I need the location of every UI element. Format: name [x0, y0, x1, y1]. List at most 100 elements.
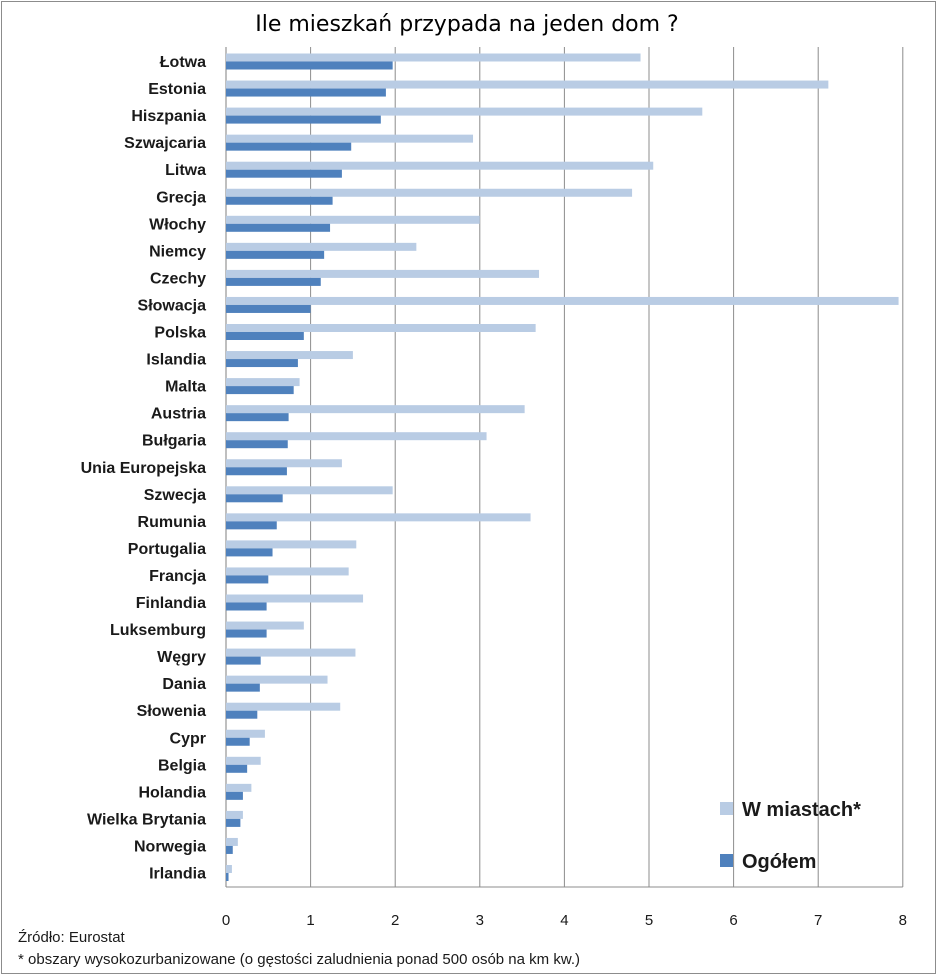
- category-label: Francja: [149, 568, 206, 585]
- bar-ogolem: [226, 764, 248, 773]
- bar-ogolem: [226, 359, 298, 368]
- category-label: Rumunia: [138, 514, 207, 531]
- x-tick-label: 8: [899, 912, 907, 929]
- legend-label-w-miastach: W miastach*: [742, 799, 861, 821]
- bar-ogolem: [226, 548, 273, 557]
- category-label: Luksemburg: [110, 622, 206, 639]
- bar-ogolem: [226, 845, 233, 854]
- category-label: Estonia: [148, 81, 206, 98]
- category-label: Hiszpania: [131, 108, 206, 125]
- source-note: Źródło: Eurostat: [18, 929, 126, 946]
- legend-swatch-ogolem: [720, 854, 733, 867]
- category-label: Słowacja: [138, 297, 207, 314]
- bar-ogolem: [226, 332, 304, 340]
- bar-ogolem: [226, 196, 333, 205]
- x-tick-label: 5: [645, 912, 653, 929]
- bar-w-miastach: [226, 107, 703, 116]
- x-tick-label: 0: [222, 912, 230, 929]
- chart-title: Ile mieszkań przypada na jeden dom ?: [255, 12, 678, 37]
- bar-w-miastach: [226, 486, 393, 495]
- x-tick-label: 3: [476, 912, 484, 929]
- category-label: Niemcy: [149, 243, 206, 260]
- bar-w-miastach: [226, 188, 633, 197]
- bar-ogolem: [226, 115, 381, 124]
- category-label: Dania: [162, 676, 206, 693]
- bar-ogolem: [226, 791, 243, 800]
- bar-w-miastach: [226, 513, 531, 522]
- x-tick-label: 1: [306, 912, 314, 929]
- bar-w-miastach: [226, 540, 357, 549]
- category-label: Bułgaria: [142, 433, 206, 450]
- bar-ogolem: [226, 169, 342, 178]
- bar-w-miastach: [226, 675, 328, 684]
- x-tick-label: 7: [814, 912, 822, 929]
- bar-w-miastach: [226, 351, 353, 360]
- x-tick-label: 2: [391, 912, 399, 929]
- category-label: Norwegia: [134, 838, 206, 855]
- bar-w-miastach: [226, 621, 304, 630]
- category-label: Cypr: [170, 730, 206, 747]
- bar-ogolem: [226, 88, 386, 97]
- bar-ogolem: [226, 440, 288, 449]
- category-label: Polska: [154, 325, 206, 342]
- bar-w-miastach: [226, 648, 356, 657]
- category-label: Szwajcaria: [124, 135, 206, 152]
- bar-w-miastach: [226, 837, 238, 846]
- bar-w-miastach: [226, 865, 232, 873]
- bar-w-miastach: [226, 324, 536, 332]
- bar-w-miastach: [226, 269, 540, 278]
- category-label: Węgry: [157, 649, 206, 666]
- bar-ogolem: [226, 710, 258, 719]
- bar-ogolem: [226, 467, 287, 476]
- category-label: Islandia: [146, 352, 206, 369]
- bar-w-miastach: [226, 215, 480, 224]
- bar-ogolem: [226, 737, 250, 746]
- category-label: Łotwa: [160, 54, 206, 71]
- category-label: Finlandia: [136, 595, 206, 612]
- category-label: Malta: [165, 379, 206, 396]
- bar-ogolem: [226, 629, 267, 638]
- bar-ogolem: [226, 61, 393, 70]
- category-label: Słowenia: [137, 703, 206, 720]
- bar-ogolem: [226, 223, 331, 232]
- bar-ogolem: [226, 277, 321, 286]
- bar-w-miastach: [226, 783, 252, 792]
- category-label: Portugalia: [128, 541, 206, 558]
- category-label: Holandia: [138, 784, 206, 801]
- bar-w-miastach: [226, 432, 487, 441]
- gridlines: [225, 47, 904, 888]
- bar-ogolem: [226, 386, 294, 395]
- category-label: Wielka Brytania: [87, 811, 206, 828]
- bar-w-miastach: [226, 53, 641, 62]
- bars: [226, 53, 899, 881]
- bar-ogolem: [226, 873, 229, 881]
- legend-swatch-w-miastach: [720, 802, 733, 815]
- bar-w-miastach: [226, 80, 829, 89]
- bar-w-miastach: [226, 729, 265, 738]
- bar-ogolem: [226, 683, 260, 692]
- bar-ogolem: [226, 413, 289, 422]
- bar-w-miastach: [226, 594, 364, 603]
- bar-w-miastach: [226, 567, 349, 576]
- bar-w-miastach: [226, 702, 341, 711]
- bar-w-miastach: [226, 242, 417, 251]
- category-label: Unia Europejska: [81, 460, 206, 477]
- category-label: Litwa: [165, 162, 206, 179]
- category-labels: Łotwa Estonia Hiszpania Szwajcaria Litwa Grec…: [81, 54, 206, 883]
- footnote: * obszary wysokozurbanizowane (o gęstośc…: [18, 951, 580, 968]
- x-axis-ticks: 0 1 2 3 4 5 6 7 8: [222, 912, 907, 929]
- category-label: Czechy: [150, 270, 206, 287]
- bar-w-miastach: [226, 810, 243, 819]
- category-label: Austria: [151, 406, 206, 423]
- bar-ogolem: [226, 602, 267, 611]
- bar-w-miastach: [226, 756, 261, 765]
- category-label: Irlandia: [149, 866, 206, 883]
- bar-w-miastach: [226, 378, 300, 387]
- bar-w-miastach: [226, 296, 899, 305]
- bar-w-miastach: [226, 134, 474, 143]
- category-label: Belgia: [158, 757, 206, 774]
- category-label: Włochy: [149, 216, 206, 233]
- bar-ogolem: [226, 575, 269, 584]
